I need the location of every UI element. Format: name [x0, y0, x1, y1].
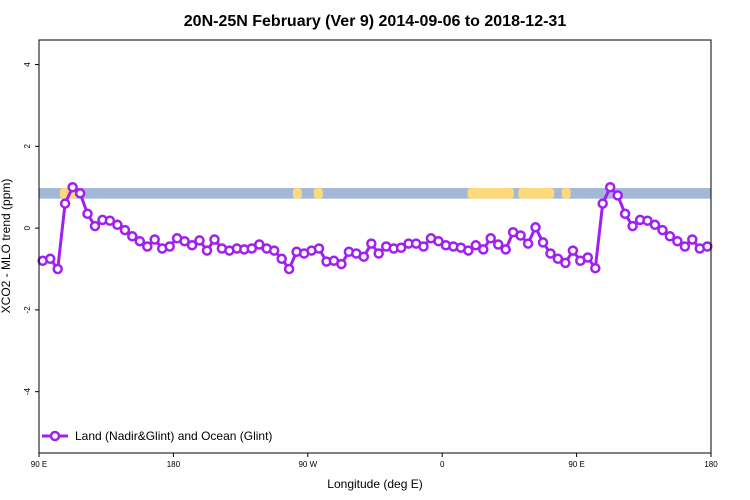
data-point [642, 215, 653, 226]
data-point [590, 262, 601, 274]
data-point [179, 235, 190, 247]
data-point [627, 220, 638, 232]
plot-frame [38, 39, 712, 454]
data-point [687, 234, 698, 245]
y-axis: -4 -2 0 2 4 [23, 62, 39, 395]
data-point [560, 257, 571, 269]
data-point [702, 241, 713, 252]
data-point [515, 230, 526, 241]
data-point [127, 231, 138, 242]
data-point [268, 245, 280, 256]
data-point [612, 190, 623, 201]
legend: Land (Nadir&Glint) and Ocean (Glint) [42, 429, 272, 443]
data-point [276, 253, 287, 265]
data-point [186, 240, 198, 251]
data-point [657, 224, 668, 236]
data-point [209, 234, 220, 245]
map-band-ocean [39, 188, 711, 199]
data-point [149, 234, 160, 245]
data-point [597, 198, 608, 209]
data-point [418, 241, 429, 252]
x-axis: 90 E 180 90 W 0 90 E 180 [31, 453, 718, 469]
data-point [500, 244, 511, 255]
data-point [679, 241, 691, 252]
map-band-land-4 [518, 188, 555, 199]
series-layer [37, 181, 713, 275]
data-point [119, 224, 131, 236]
data-point [313, 243, 325, 254]
data-point [164, 241, 175, 252]
x-tick-label: 90 W [298, 460, 317, 469]
data-point [134, 235, 146, 247]
x-axis-label: Longitude (deg E) [327, 477, 422, 491]
data-point [604, 181, 616, 193]
data-point [89, 220, 101, 232]
legend-label: Land (Nadir&Glint) and Ocean (Glint) [75, 429, 272, 443]
legend-marker [49, 430, 61, 442]
data-point [664, 231, 676, 242]
data-point [194, 235, 205, 246]
data-point [552, 253, 564, 265]
data-point [485, 233, 496, 244]
data-point [82, 208, 93, 220]
data-point [492, 239, 504, 250]
data-point [74, 188, 86, 199]
y-axis-label: XCO2 - MLO trend (ppm) [0, 179, 13, 314]
data-point [283, 263, 295, 275]
x-tick-label: 90 E [568, 460, 584, 469]
data-point [619, 208, 631, 220]
map-band-land-3 [467, 188, 514, 199]
map-band-land-5 [561, 188, 571, 199]
data-point [567, 245, 579, 256]
data-point [537, 237, 549, 248]
data-point [463, 245, 474, 256]
map-band-land-2 [313, 188, 323, 199]
data-point [366, 238, 377, 249]
data-point [373, 248, 384, 259]
y-tick-label: 0 [23, 225, 32, 230]
y-tick-label: 2 [23, 144, 32, 149]
data-point [358, 251, 370, 262]
data-point [201, 245, 213, 256]
data-point [142, 241, 153, 252]
map-band-land-1 [292, 188, 302, 199]
x-tick-label: 180 [704, 460, 718, 469]
data-point [104, 215, 116, 226]
data-point [67, 181, 78, 193]
data-point [336, 258, 347, 270]
x-tick-label: 180 [167, 460, 181, 469]
data-point [395, 242, 407, 253]
data-point [52, 263, 63, 275]
data-point [672, 235, 683, 247]
data-point [112, 219, 123, 231]
data-point [530, 222, 541, 233]
x-tick-label: 90 E [31, 460, 47, 469]
x-tick-label: 0 [440, 460, 445, 469]
y-tick-label: -4 [23, 388, 32, 396]
data-point [44, 253, 56, 265]
data-point [246, 243, 258, 254]
data-point [582, 252, 594, 263]
data-point [470, 240, 482, 251]
data-point [545, 248, 556, 259]
data-point [522, 238, 534, 249]
data-point [433, 235, 444, 247]
y-tick-label: 4 [23, 62, 32, 67]
data-point [59, 198, 71, 209]
data-point [649, 219, 661, 231]
data-point [478, 244, 489, 255]
chart-title: 20N-25N February (Ver 9) 2014-09-06 to 2… [184, 13, 567, 30]
y-tick-label: -2 [23, 306, 32, 314]
